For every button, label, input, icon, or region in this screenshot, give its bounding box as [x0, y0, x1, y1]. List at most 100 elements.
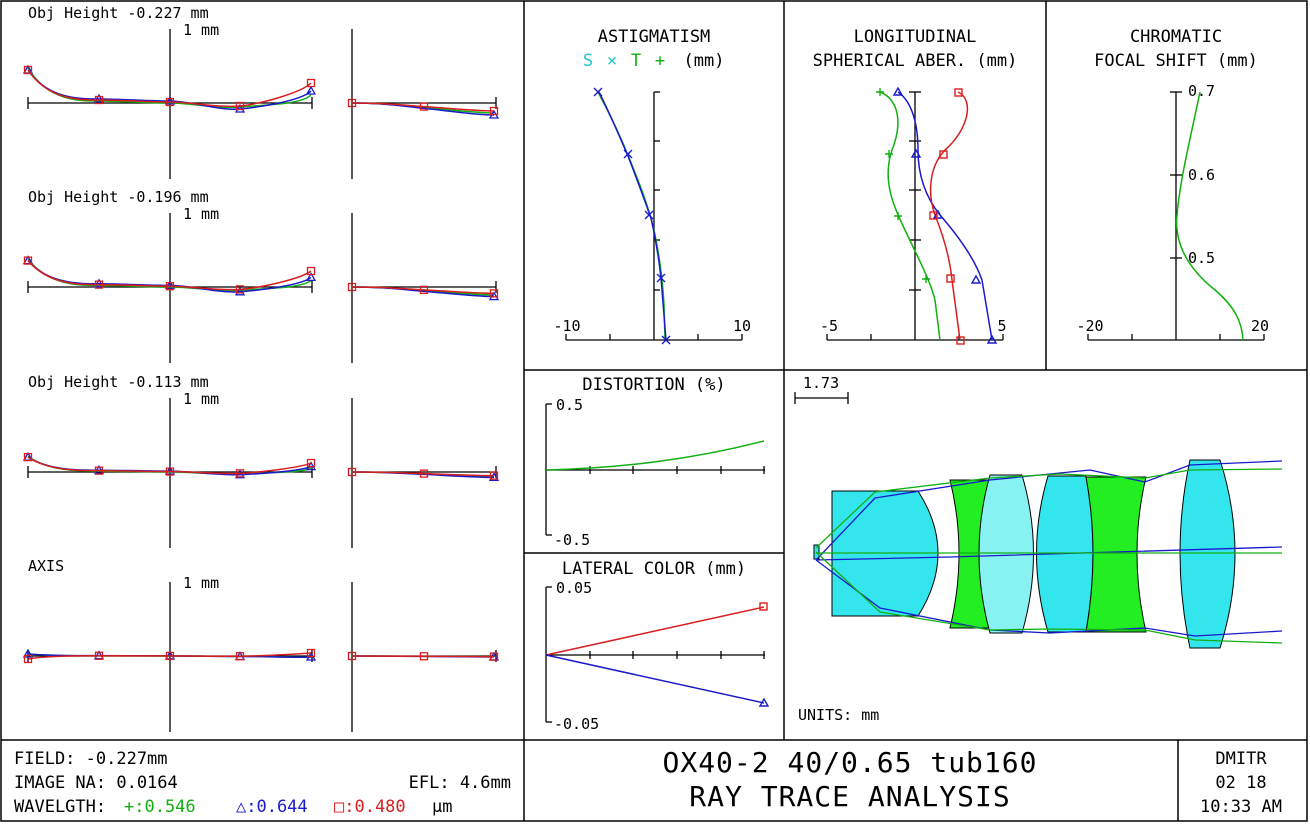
- astigmatism-title: ASTIGMATISM: [598, 27, 711, 47]
- fan-sagittal-curve: [351, 102, 495, 112]
- distortion-ymax: 0.5: [556, 396, 583, 414]
- long-red-curve: [929, 91, 969, 341]
- lens-element-2: [949, 479, 991, 629]
- chrom-tick-0.6: 0.6: [1188, 166, 1215, 184]
- footer-wl-green: +:0.546: [124, 797, 196, 817]
- lens-element-6: [1179, 459, 1236, 649]
- fan-marker: [235, 285, 245, 294]
- fan-tangential-curve: [27, 652, 312, 660]
- fan-scale-label: 1 mm: [183, 574, 219, 592]
- footer-time: 10:33 AM: [1200, 797, 1282, 817]
- footer-date: 02 18: [1215, 773, 1266, 793]
- fan-marker: [419, 285, 429, 295]
- fan-marker: [347, 282, 357, 292]
- ray-fan-row-2: Obj Height -0.196 mm1 mm: [22, 188, 500, 363]
- fan-marker: [22, 648, 34, 658]
- legend-x: ×: [607, 51, 617, 71]
- fan-tangential-curve: [27, 260, 312, 291]
- fan-field-label: Obj Height -0.227 mm: [28, 4, 209, 22]
- fan-marker: [488, 472, 500, 482]
- fan-marker: [94, 466, 104, 475]
- fan-marker: [306, 78, 316, 88]
- long-blue-curve: [897, 91, 993, 341]
- legend-t: T: [631, 51, 641, 71]
- distortion-curve: [545, 440, 765, 471]
- footer-efl: EFL: 4.6mm: [409, 773, 511, 793]
- footer-wl-red: □:0.480: [334, 797, 406, 817]
- fan-marker: [164, 95, 176, 105]
- fan-marker: [93, 278, 105, 288]
- lateral-ymax: 0.05: [556, 579, 592, 597]
- fan-marker: [489, 106, 499, 116]
- fan-marker: [488, 291, 500, 301]
- footer-title-2: RAY TRACE ANALYSIS: [689, 780, 1010, 813]
- fan-tangential-curve: [27, 67, 312, 109]
- lateral-axes: [545, 586, 765, 723]
- fan-marker: [305, 272, 317, 282]
- distortion-title: DISTORTION (%): [582, 375, 725, 395]
- footer-title-1: OX40-2 40/0.65 tub160: [662, 746, 1037, 779]
- fan-marker: [94, 280, 104, 289]
- chromatic-title-1: CHROMATIC: [1130, 27, 1222, 47]
- lateral-red-line: [545, 606, 765, 656]
- fan-marker: [234, 286, 246, 296]
- fan-marker: [164, 465, 176, 475]
- fan-marker: [165, 651, 175, 661]
- lateral-title: LATERAL COLOR (mm): [562, 559, 746, 579]
- lens-rays: [815, 460, 1283, 644]
- footer: FIELD: -0.227mm IMAGE NA: 0.0164 EFL: 4.…: [14, 746, 1282, 817]
- fan-sagittal-curve: [351, 655, 495, 658]
- fan-marker: [94, 95, 104, 105]
- legend-unit: (mm): [684, 51, 725, 71]
- fan-marker: [306, 266, 316, 276]
- fan-marker: [306, 458, 316, 468]
- longitudinal-title-1: LONGITUDINAL: [854, 27, 977, 47]
- fan-marker: [305, 85, 317, 95]
- fan-marker: [419, 652, 429, 661]
- ray-fan-row-1: Obj Height -0.227 mm1 mm: [22, 4, 500, 179]
- longitudinal-panel: LONGITUDINAL SPHERICAL ABER. (mm) -5 5: [813, 27, 1018, 345]
- chrom-tick-0.5: 0.5: [1188, 249, 1215, 267]
- chromatic-curve: [1175, 91, 1244, 341]
- legend-s: S: [583, 51, 593, 71]
- chromatic-title-2: FOCAL SHIFT (mm): [1094, 51, 1258, 71]
- fan-marker: [235, 469, 245, 478]
- longitudinal-title-2: SPHERICAL ABER. (mm): [813, 51, 1018, 71]
- fan-marker: [94, 651, 104, 660]
- astig-markers: [593, 87, 671, 345]
- astig-xmin-label: -10: [553, 317, 580, 335]
- chrom-tick-0.7: 0.7: [1188, 82, 1215, 100]
- lens-element-5: [1085, 476, 1147, 633]
- fan-marker: [165, 467, 175, 476]
- fan-field-label: AXIS: [28, 557, 64, 575]
- fan-marker: [164, 280, 176, 290]
- long-green-curve: [879, 91, 941, 341]
- fan-marker: [234, 469, 246, 479]
- footer-wavelength-label: WAVELGTH:: [14, 797, 106, 817]
- fan-tangential-curve: [27, 69, 312, 111]
- long-xmin-label: -5: [820, 317, 838, 335]
- fan-marker: [23, 65, 33, 75]
- fan-field-label: Obj Height -0.196 mm: [28, 188, 209, 206]
- fan-sagittal-curve: [351, 286, 495, 298]
- lens-elements: [813, 459, 1236, 649]
- long-markers: [876, 86, 998, 345]
- chromatic-axes: [1087, 91, 1265, 341]
- fan-marker: [347, 98, 357, 108]
- distortion-axes: [545, 403, 765, 536]
- fan-tangential-curve: [27, 69, 312, 108]
- fan-tangential-curve: [27, 456, 312, 475]
- long-xmax-label: 5: [997, 317, 1006, 335]
- footer-field: FIELD: -0.227mm: [14, 749, 168, 769]
- lens-element-3: [978, 474, 1034, 634]
- distortion-panel: DISTORTION (%) 0.5 -0.5: [545, 375, 765, 549]
- fan-scale-label: 1 mm: [183, 21, 219, 39]
- fan-marker: [165, 97, 175, 107]
- footer-wl-unit: μm: [432, 797, 452, 817]
- fan-marker: [306, 648, 316, 658]
- fan-sagittal-curve: [351, 471, 495, 477]
- ray-fan-row-3: Obj Height -0.113 mm1 mm: [22, 373, 500, 548]
- lateral-color-panel: LATERAL COLOR (mm) 0.05 -0.05: [545, 559, 770, 733]
